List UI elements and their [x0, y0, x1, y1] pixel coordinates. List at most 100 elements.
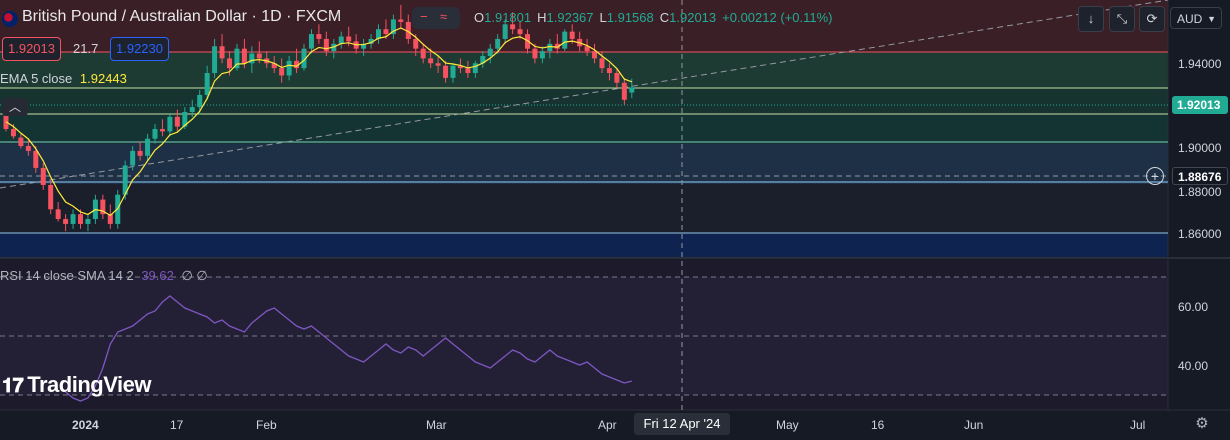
- sell-button[interactable]: 1.92013: [2, 37, 61, 61]
- chevron-up-icon: ︿: [8, 100, 21, 114]
- candle-body: [271, 63, 277, 69]
- symbol-title[interactable]: British Pound / Australian Dollar · 1D ·…: [22, 8, 342, 25]
- candle-body: [554, 43, 560, 49]
- candle-body: [510, 24, 516, 30]
- candle-body: [457, 65, 463, 69]
- candle-body: [599, 58, 605, 69]
- candle-body: [286, 60, 292, 76]
- candle-body: [532, 48, 538, 59]
- wave-icon: ≈: [440, 9, 448, 24]
- candle-body: [420, 48, 426, 59]
- ohlc-value: 1.91801: [484, 10, 532, 25]
- rsi-line: [65, 295, 632, 402]
- price-axis-label: 1.90000: [1178, 141, 1222, 155]
- cursor-price-tag: 1.88676: [1172, 167, 1228, 185]
- currency-label: AUD: [1177, 12, 1203, 26]
- candle-body: [390, 19, 396, 35]
- candle-body: [450, 65, 456, 78]
- rsi-extra: ∅ ∅: [181, 268, 208, 283]
- candle-body: [122, 165, 128, 195]
- candle-body: [294, 60, 300, 69]
- candle-body: [219, 46, 225, 59]
- zone-blue: [0, 144, 1168, 184]
- candle-body: [145, 138, 151, 156]
- candle-body: [241, 48, 247, 64]
- candle-body: [606, 68, 612, 74]
- candle-body: [249, 53, 255, 64]
- candle-body: [495, 38, 501, 49]
- candle-body: [465, 68, 471, 74]
- zone-navy: [0, 234, 1168, 258]
- candle-body: [398, 19, 404, 22]
- ohlc-value: 1.91568: [606, 10, 654, 25]
- compress-button[interactable]: ⤡: [1109, 6, 1135, 32]
- candle-body: [85, 219, 91, 224]
- candle-body: [174, 116, 180, 127]
- candle-body: [592, 51, 598, 59]
- candle-body: [107, 214, 113, 224]
- candle-body: [227, 58, 232, 69]
- candle-body: [204, 73, 210, 95]
- candle-body: [78, 214, 83, 224]
- candle-body: [621, 82, 627, 100]
- candle-body: [182, 111, 188, 127]
- candle-body: [167, 116, 173, 132]
- uk-flag-icon: [2, 11, 18, 27]
- buy-button[interactable]: 1.92230: [110, 37, 169, 61]
- candle-body: [502, 24, 508, 39]
- ohlc-key: O: [474, 10, 485, 25]
- tv-logo-icon: 𝟏𝟕: [2, 375, 24, 397]
- ema-label: EMA 5 close: [0, 71, 73, 86]
- candle-body: [40, 167, 46, 185]
- ohlc-key: L: [599, 10, 607, 25]
- ohlc-value: 1.92013: [669, 10, 717, 25]
- candle-body: [346, 36, 352, 42]
- add-alert-icon[interactable]: +: [1146, 167, 1164, 185]
- candle-body: [63, 219, 69, 224]
- candle-body: [48, 184, 54, 210]
- candle-body: [234, 48, 240, 69]
- ohlc-readout: O1.91801 H1.92367 L1.91568 C1.92013 +0.00212…: [474, 10, 838, 25]
- candle-body: [301, 48, 307, 69]
- candle-body: [517, 29, 523, 35]
- candle-body: [629, 87, 635, 93]
- candle-body: [137, 150, 143, 156]
- collapse-legend-button[interactable]: ︿: [2, 98, 28, 116]
- down-arrow-button[interactable]: ↓: [1078, 6, 1104, 32]
- ohlc-key: C: [659, 10, 670, 25]
- tradingview-logo[interactable]: 𝟏𝟕 TradingView: [2, 372, 151, 397]
- compress-icon: ⤡: [1116, 11, 1128, 26]
- currency-select[interactable]: AUD ▼: [1170, 7, 1222, 29]
- gear-icon[interactable]: ⚙: [1195, 415, 1209, 432]
- price-axis-label: 1.88000: [1178, 185, 1222, 199]
- candle-body: [480, 55, 486, 64]
- zone-red: [0, 0, 1168, 52]
- time-axis-label: Apr: [598, 418, 617, 432]
- time-axis-label: Jul: [1130, 418, 1146, 432]
- zone-dark: [0, 184, 1168, 234]
- arrow-down-icon: ↓: [1087, 11, 1095, 26]
- candle-body: [472, 63, 478, 74]
- candle-body: [487, 48, 493, 56]
- price-axis-label: 1.86000: [1178, 227, 1222, 241]
- candle-body: [25, 146, 31, 151]
- zone-teal: [0, 116, 1168, 144]
- candle-body: [197, 94, 203, 108]
- refresh-button[interactable]: ⟳: [1139, 6, 1165, 32]
- change-value: +0.00212 (+0.11%): [722, 10, 833, 25]
- indicator-toggle[interactable]: − ≈: [412, 7, 460, 29]
- time-axis-label: 16: [871, 418, 885, 432]
- candle-body: [189, 107, 195, 112]
- candle-body: [100, 199, 106, 215]
- candle-body: [584, 46, 590, 52]
- candle-body: [361, 43, 367, 49]
- time-axis-label: 17: [170, 418, 184, 432]
- candle-body: [55, 209, 61, 220]
- rsi-label: RSI 14 close SMA 14 2: [0, 268, 134, 283]
- candle-body: [368, 38, 374, 44]
- ohlc-key: H: [537, 10, 547, 25]
- candle-body: [428, 58, 434, 64]
- rsi-axis-label: 40.00: [1178, 359, 1209, 373]
- rsi-axis-label: 60.00: [1178, 300, 1209, 314]
